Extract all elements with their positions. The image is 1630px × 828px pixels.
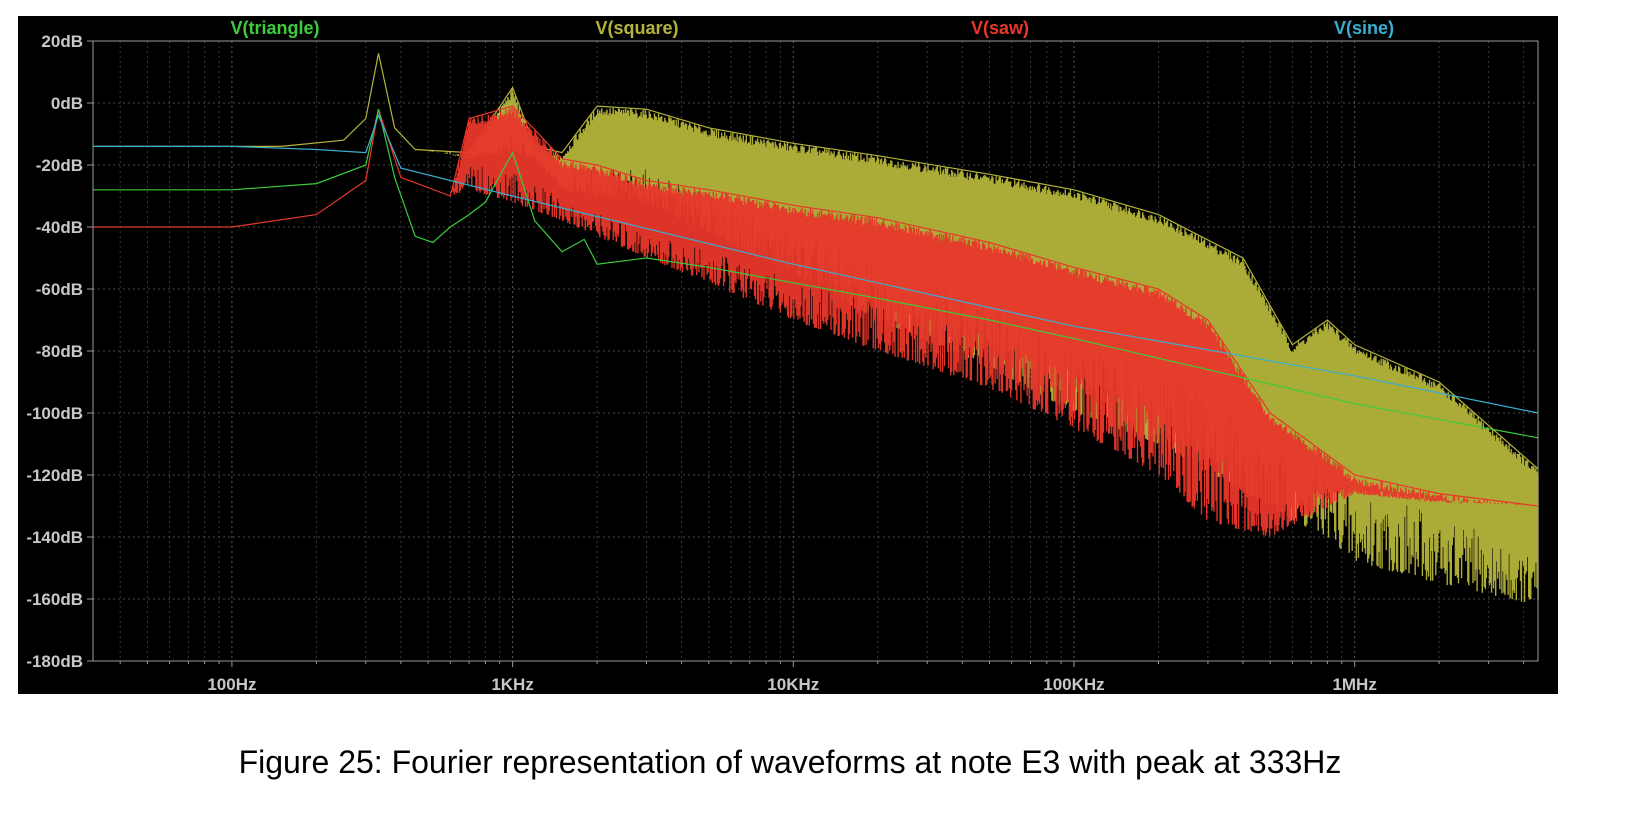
- x-tick-label: 100KHz: [1043, 675, 1104, 694]
- figure-caption: Figure 25: Fourier representation of wav…: [238, 744, 1342, 780]
- fft-plot: 20dB 0dB -20dB -40dB -60dB -80dB -100dB -120dB -…: [26, 18, 1539, 694]
- series-layer: [93, 53, 1539, 602]
- legend-label: V(saw): [971, 18, 1029, 38]
- series-v-saw-: [93, 105, 1539, 537]
- y-tick-label: -40dB: [36, 218, 83, 237]
- x-tick-label: 100Hz: [207, 675, 256, 694]
- plot-panel: 20dB 0dB -20dB -40dB -60dB -80dB -100dB -120dB -…: [18, 16, 1558, 694]
- y-tick-label: -120dB: [26, 466, 83, 485]
- y-tick-label: -140dB: [26, 528, 83, 547]
- series-band: [452, 107, 1530, 537]
- series-line: [93, 109, 1539, 439]
- y-tick-label: 0dB: [51, 94, 83, 113]
- legend-label: V(square): [595, 18, 678, 38]
- y-tick-label: 20dB: [41, 32, 83, 51]
- series-envelope: [93, 53, 1539, 470]
- series-band: [429, 88, 1539, 602]
- x-tick-label: 1KHz: [491, 675, 534, 694]
- y-tick-label: -80dB: [36, 342, 83, 361]
- y-tick-label: -160dB: [26, 590, 83, 609]
- x-tick-label: 1MHz: [1332, 675, 1376, 694]
- y-tick-label: -100dB: [26, 404, 83, 423]
- series-envelope: [93, 105, 1539, 507]
- tick-labels: 20dB 0dB -20dB -40dB -60dB -80dB -100dB -120dB -…: [26, 32, 1377, 694]
- legend: V(triangle) V(square) V(saw) V(sine): [230, 18, 1394, 38]
- legend-label: V(triangle): [230, 18, 319, 38]
- series-v-sine-: [93, 113, 1539, 414]
- y-tick-label: -20dB: [36, 156, 83, 175]
- series-line: [93, 113, 1539, 414]
- legend-label: V(sine): [1334, 18, 1394, 38]
- y-tick-label: -60dB: [36, 280, 83, 299]
- y-tick-label: -180dB: [26, 652, 83, 671]
- series-v-triangle-: [93, 109, 1539, 439]
- x-tick-label: 10KHz: [767, 675, 819, 694]
- axis-frame: [87, 40, 1539, 662]
